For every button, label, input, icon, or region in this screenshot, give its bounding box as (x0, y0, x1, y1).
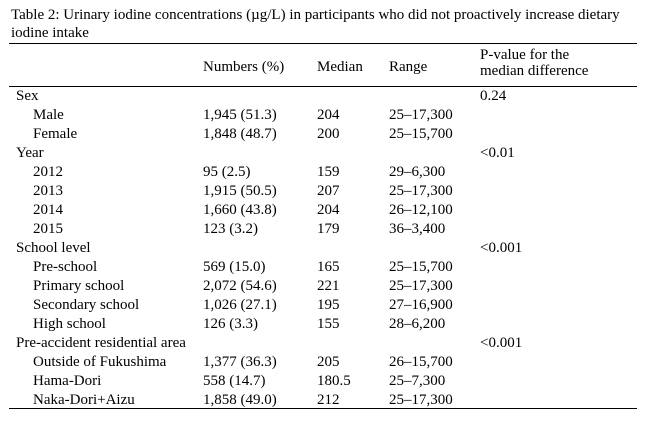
header-pvalue-line1: P-value for the (480, 47, 570, 63)
row-label: Pre-school (33, 259, 98, 275)
row-range: 25–17,300 (389, 183, 453, 199)
row-numbers: 558 (14.7) (203, 373, 266, 389)
row-label: Male (33, 107, 64, 123)
group-label: Sex (16, 88, 39, 104)
row-range: 25–17,300 (389, 278, 453, 294)
row-range: 36–3,400 (389, 221, 446, 237)
row-label: Secondary school (33, 297, 140, 313)
header-pvalue: P-value for the median difference (480, 47, 588, 79)
group-label: Year (16, 145, 44, 161)
header-numbers: Numbers (%) (203, 59, 285, 75)
row-label: Hama-Dori (33, 373, 102, 389)
row-numbers: 123 (3.2) (203, 221, 258, 237)
row-numbers: 1,945 (51.3) (203, 107, 277, 123)
row-label: High school (33, 316, 106, 332)
row-median: 165 (317, 259, 340, 275)
row-label: 2015 (33, 221, 63, 237)
group-pvalue: 0.24 (480, 88, 507, 104)
row-median: 180.5 (317, 373, 351, 389)
row-range: 25–17,300 (389, 107, 453, 123)
row-label: Naka-Dori+Aizu (33, 392, 135, 408)
header-pvalue-line2: median difference (480, 63, 589, 79)
row-numbers: 2,072 (54.6) (203, 278, 277, 294)
row-median: 159 (317, 164, 340, 180)
group-pvalue: <0.001 (480, 335, 523, 351)
row-numbers: 126 (3.3) (203, 316, 258, 332)
row-median: 205 (317, 354, 340, 370)
row-range: 25–7,300 (389, 373, 446, 389)
row-range: 26–15,700 (389, 354, 453, 370)
row-median: 221 (317, 278, 340, 294)
row-median: 155 (317, 316, 340, 332)
row-label: Primary school (33, 278, 125, 294)
row-range: 27–16,900 (389, 297, 453, 313)
row-median: 195 (317, 297, 340, 313)
row-numbers: 1,858 (49.0) (203, 392, 277, 408)
row-numbers: 1,915 (50.5) (203, 183, 277, 199)
row-median: 200 (317, 126, 340, 142)
row-range: 25–15,700 (389, 126, 453, 142)
header-median: Median (317, 59, 363, 75)
header-range: Range (389, 59, 428, 75)
row-median: 207 (317, 183, 340, 199)
row-label: 2012 (33, 164, 63, 180)
row-numbers: 569 (15.0) (203, 259, 266, 275)
table-caption: Table 2: Urinary iodine concentrations (… (11, 7, 620, 41)
row-label: 2014 (33, 202, 63, 218)
row-range: 25–15,700 (389, 259, 453, 275)
group-pvalue: <0.001 (480, 240, 523, 256)
row-median: 212 (317, 392, 340, 408)
row-median: 204 (317, 202, 340, 218)
row-median: 179 (317, 221, 340, 237)
group-label: Pre-accident residential area (16, 335, 186, 351)
row-label: 2013 (33, 183, 63, 199)
row-numbers: 1,848 (48.7) (203, 126, 277, 142)
group-label: School level (16, 240, 91, 256)
row-median: 204 (317, 107, 340, 123)
row-range: 26–12,100 (389, 202, 453, 218)
row-numbers: 1,026 (27.1) (203, 297, 277, 313)
row-range: 25–17,300 (389, 392, 453, 408)
row-numbers: 1,377 (36.3) (203, 354, 277, 370)
group-pvalue: <0.01 (480, 145, 515, 161)
table-top-rule (9, 43, 637, 44)
row-numbers: 1,660 (43.8) (203, 202, 277, 218)
row-label: Outside of Fukushima (33, 354, 167, 370)
table-bottom-rule (9, 408, 637, 409)
table-header-rule (9, 86, 637, 87)
row-range: 29–6,300 (389, 164, 446, 180)
row-numbers: 95 (2.5) (203, 164, 251, 180)
row-range: 28–6,200 (389, 316, 446, 332)
row-label: Female (33, 126, 78, 142)
